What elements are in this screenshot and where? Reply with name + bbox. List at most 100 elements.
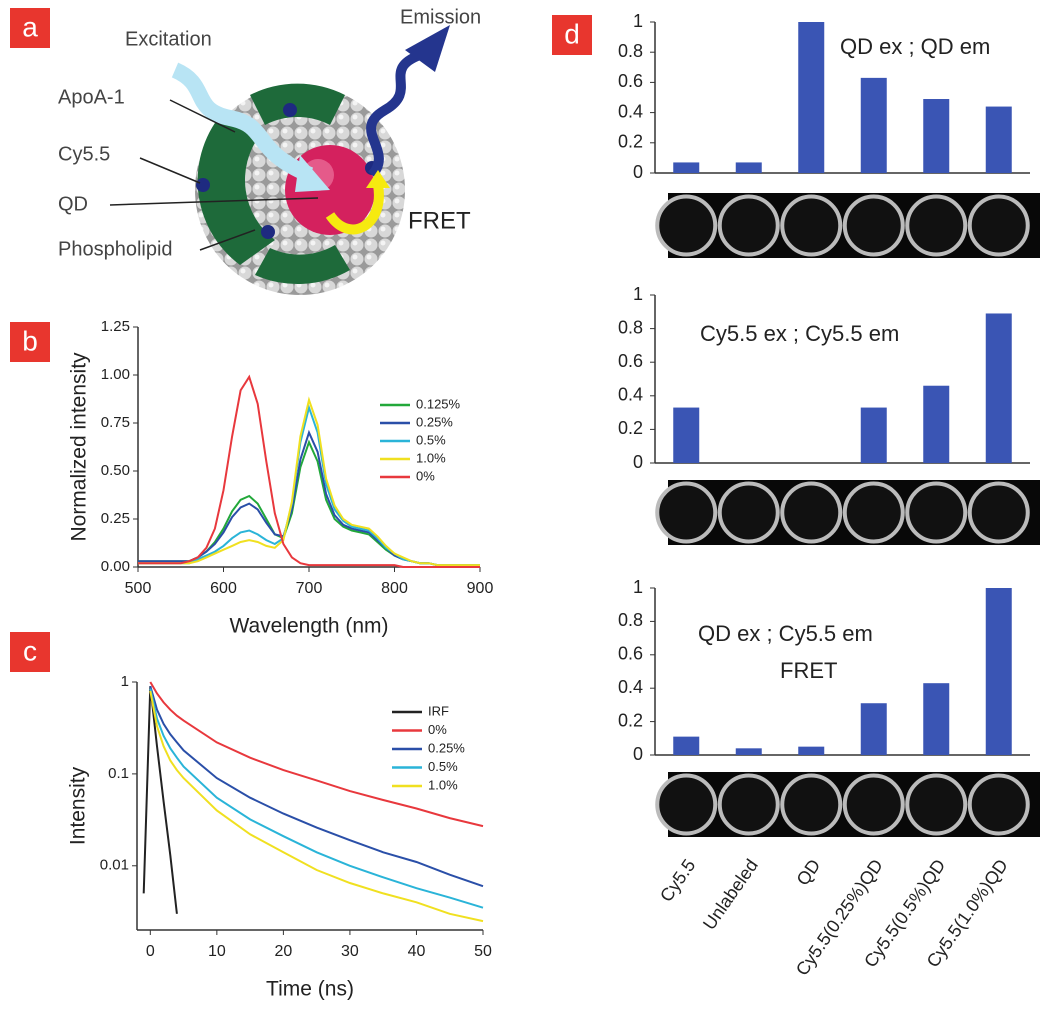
well	[967, 481, 1030, 544]
well	[717, 481, 780, 544]
y-tick-label: 0	[633, 162, 643, 182]
x-tick-label: 800	[381, 580, 408, 597]
annotation: FRET	[780, 658, 837, 683]
y-tick-label: 0.4	[618, 101, 643, 121]
series-line	[142, 686, 178, 914]
x-tick-label: 50	[474, 943, 492, 960]
apoa1-belt	[250, 83, 345, 125]
y-tick-label: 0.50	[101, 462, 130, 479]
bar	[735, 748, 762, 755]
well	[655, 481, 718, 544]
label: ApoA-1	[58, 86, 125, 108]
well	[842, 773, 905, 836]
leader	[169, 99, 236, 133]
x-tick-label: 10	[208, 943, 226, 960]
legend-label: 1.0%	[416, 450, 446, 465]
legend-label: 0.25%	[428, 740, 465, 755]
y-tick-label: 0.2	[618, 710, 643, 730]
y-tick-label: 0.6	[618, 644, 643, 664]
y-tick-label: 0.01	[100, 857, 129, 874]
well	[905, 194, 968, 257]
bar	[923, 683, 950, 755]
y-tick-label: 0.6	[618, 71, 643, 91]
bar	[735, 162, 762, 173]
panel-label: b	[22, 325, 38, 356]
x-tick-label: 20	[274, 943, 292, 960]
apoa1-belt	[197, 110, 275, 265]
label: Phospholipid	[58, 238, 173, 260]
panel-label-box	[552, 15, 592, 55]
panel-label-box	[10, 322, 50, 362]
panel-label: a	[22, 11, 38, 42]
bar	[985, 106, 1012, 173]
y-tick-label: 1	[633, 11, 643, 31]
leader	[139, 157, 201, 184]
panel-label-box	[10, 632, 50, 672]
series-line	[149, 688, 484, 909]
y-tick-label: 0	[633, 744, 643, 764]
bar	[673, 162, 700, 173]
bar	[860, 77, 887, 173]
x-tick-label: 900	[467, 580, 494, 597]
series-line	[149, 685, 484, 888]
dye	[196, 178, 210, 192]
series-line	[149, 690, 484, 923]
y-axis-label: Intensity	[67, 766, 90, 845]
panel-label: c	[23, 635, 37, 666]
excitation-arrow	[171, 62, 314, 183]
well	[905, 481, 968, 544]
bar	[798, 22, 825, 173]
well	[967, 773, 1030, 836]
legend-label: 0.25%	[416, 414, 453, 429]
y-axis-label: Normalized intensity	[68, 352, 91, 542]
well	[780, 194, 843, 257]
label: Emission	[400, 6, 481, 28]
emission-arrow	[366, 50, 422, 179]
x-tick-label: 30	[341, 943, 359, 960]
x-tick-label: 500	[125, 580, 152, 597]
x-tick-label: 700	[296, 580, 323, 597]
legend-label: 0.5%	[428, 759, 458, 774]
well	[842, 194, 905, 257]
y-tick-label: 0.8	[618, 317, 643, 337]
y-tick-label: 1	[633, 577, 643, 597]
diagram: a Excitation Emission ApoA-1 Cy5.5 QD Ph…	[10, 6, 481, 295]
y-tick-label: 0.6	[618, 351, 643, 371]
y-tick-label: 0.2	[618, 418, 643, 438]
x-tick-label: 600	[210, 580, 237, 597]
y-tick-label: 0.75	[101, 414, 130, 431]
bar	[923, 99, 950, 173]
label: QD	[58, 193, 88, 215]
well	[655, 194, 718, 257]
x-tick-label: Unlabeled	[699, 856, 762, 934]
legend-label: 0%	[428, 722, 447, 737]
x-tick-label: QD	[793, 856, 825, 890]
x-axis-label: Time (ns)	[266, 978, 354, 1001]
annotation: QD ex ; QD em	[840, 34, 990, 59]
fret-arrow	[325, 184, 384, 235]
label: FRET	[408, 207, 471, 234]
dye	[261, 225, 275, 239]
legend-label: 1.0%	[428, 777, 458, 792]
arrow-head	[366, 170, 390, 188]
y-tick-label: 0	[633, 452, 643, 472]
well	[780, 773, 843, 836]
y-tick-label: 1.00	[101, 366, 130, 383]
arrow-head	[405, 25, 450, 72]
x-axis-label: Wavelength (nm)	[229, 615, 388, 638]
legend-label: IRF	[428, 703, 449, 718]
annotation: QD ex ; Cy5.5 em	[698, 621, 873, 646]
y-tick-label: 0.2	[618, 132, 643, 152]
well	[905, 773, 968, 836]
well	[967, 194, 1030, 257]
legend-label: 0%	[416, 468, 435, 483]
series-line	[138, 396, 480, 567]
well	[842, 481, 905, 544]
bar	[860, 703, 887, 755]
x-tick-label: Cy5.5	[656, 856, 699, 906]
legend-label: 0.5%	[416, 432, 446, 447]
well	[717, 194, 780, 257]
bar	[923, 385, 950, 463]
annotation: Cy5.5 ex ; Cy5.5 em	[700, 321, 899, 346]
